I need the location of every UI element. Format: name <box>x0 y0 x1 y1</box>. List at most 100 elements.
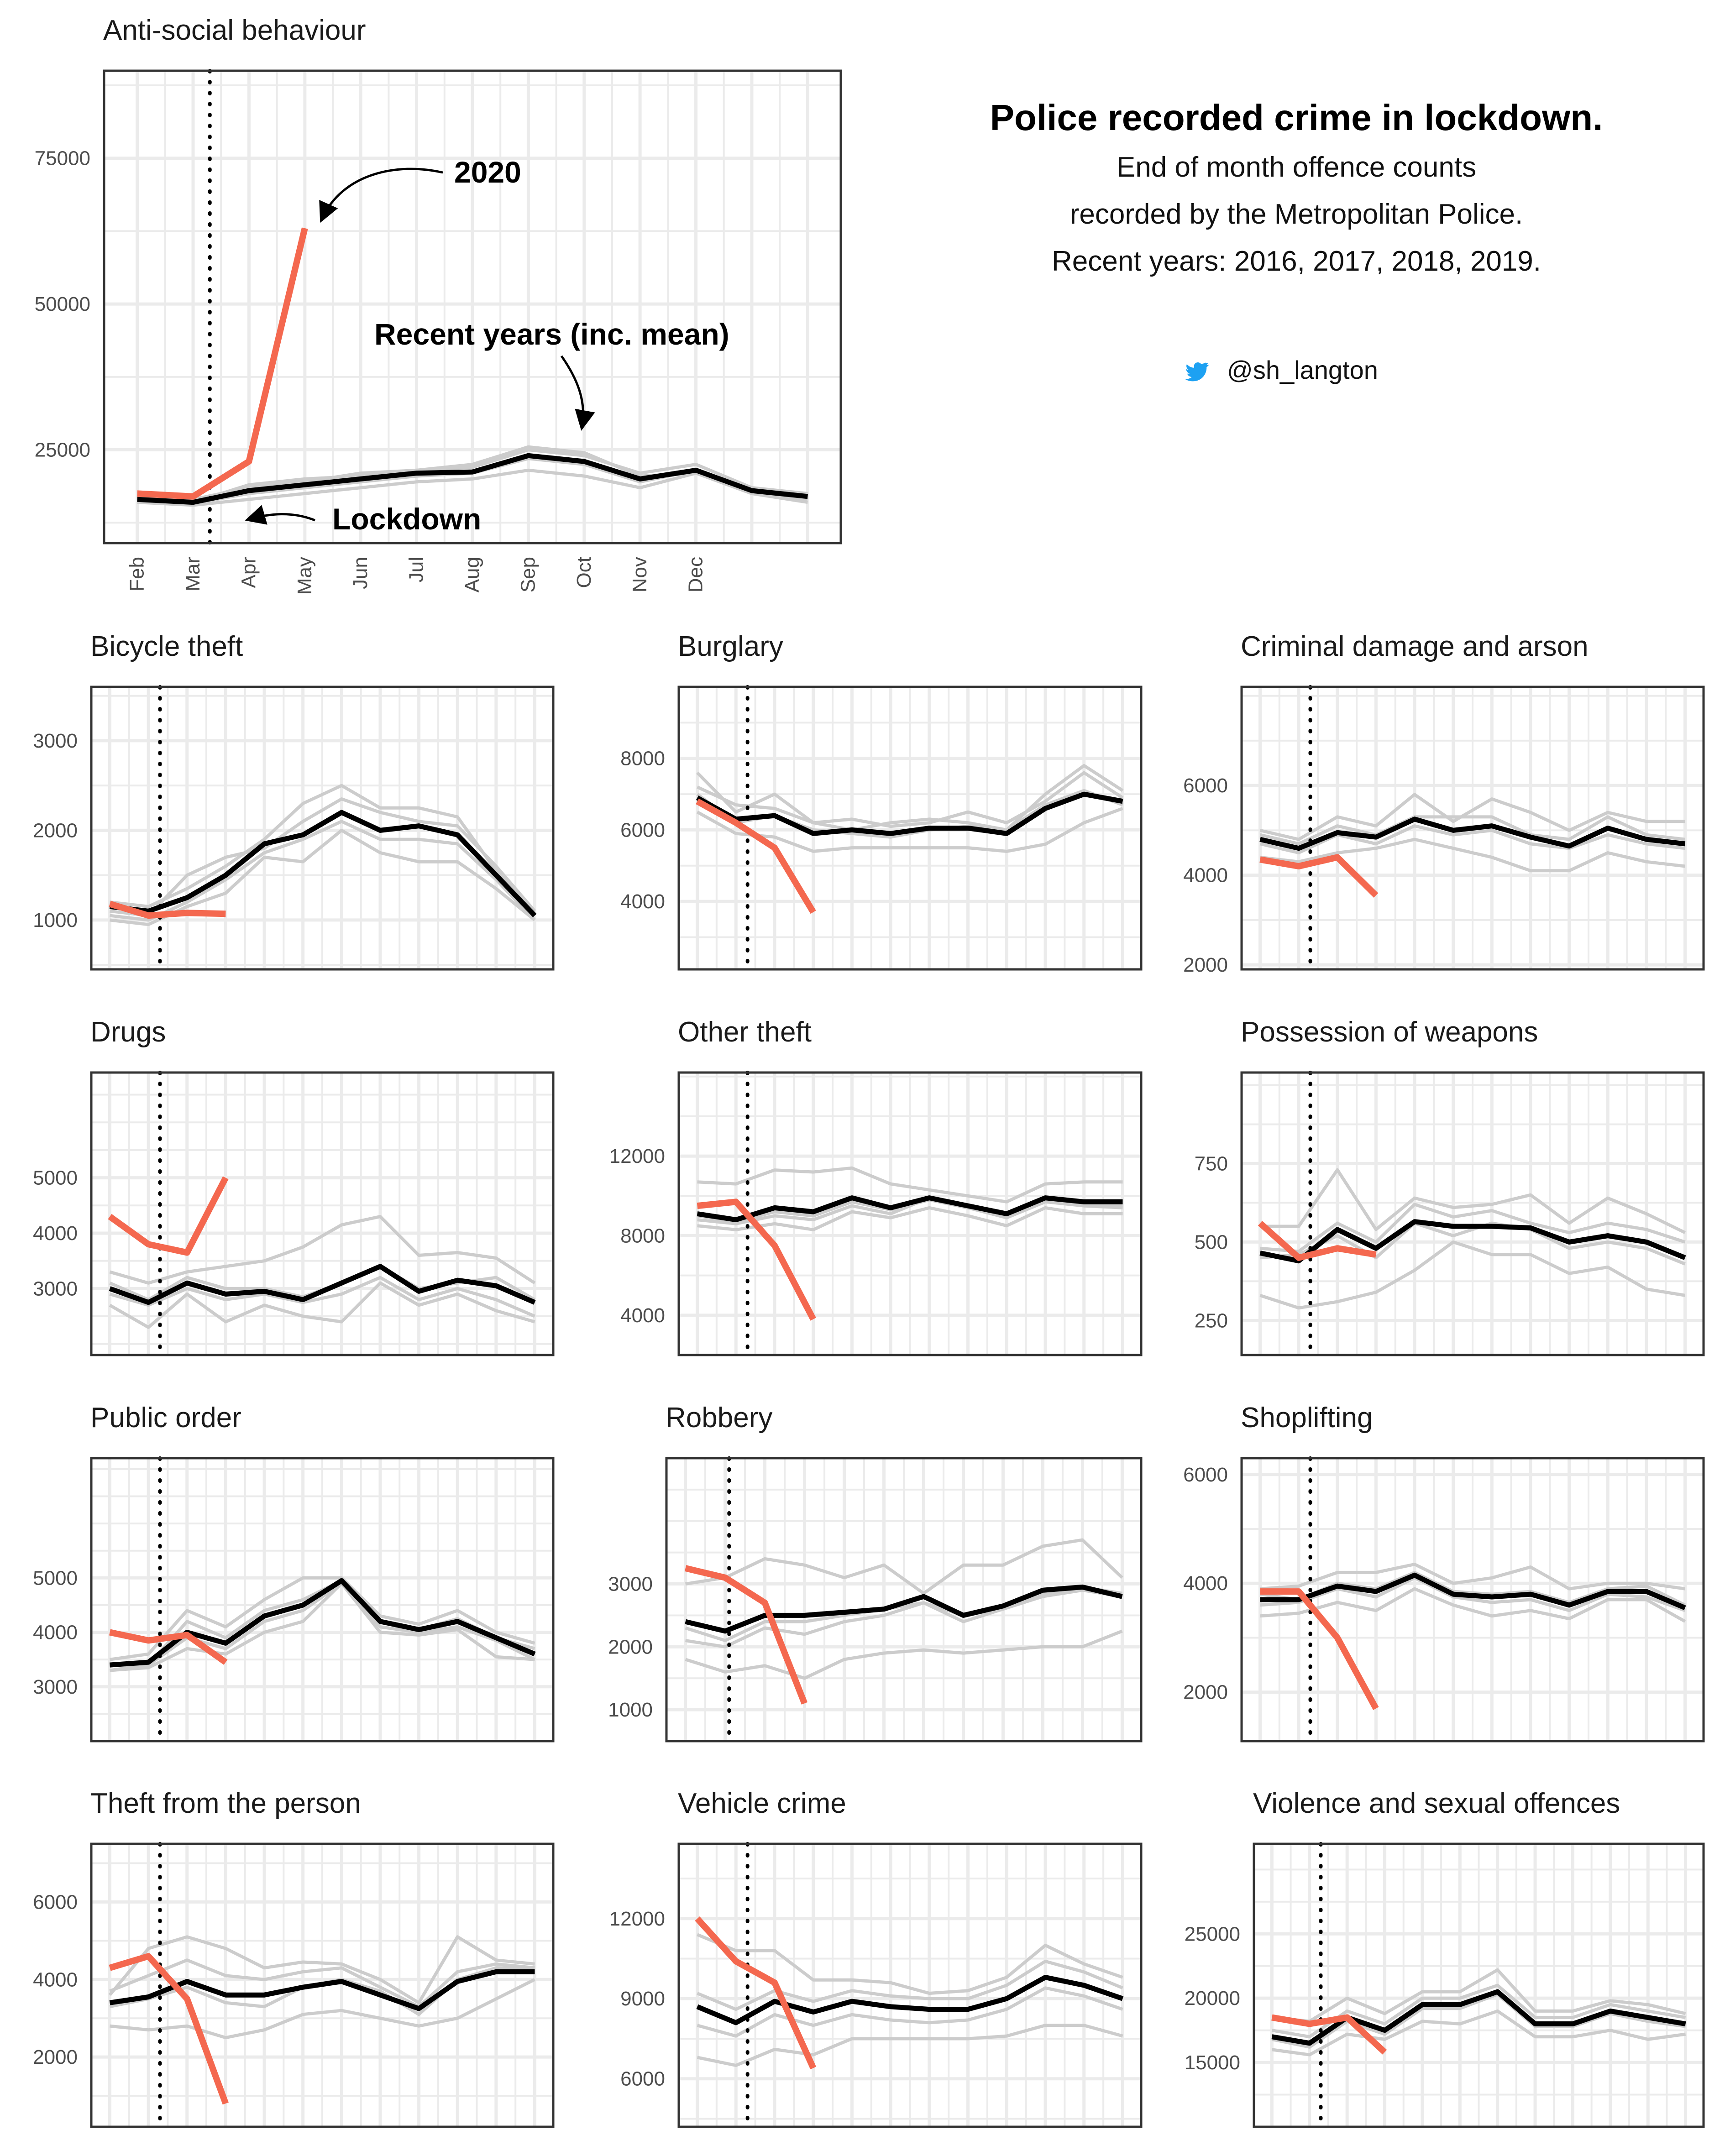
y-tick-label: 75000 <box>35 147 90 170</box>
y-tick-label: 15000 <box>1185 2051 1240 2074</box>
y-tick-label: 20000 <box>1185 1987 1240 2009</box>
y-tick-label: 6000 <box>33 1891 78 1913</box>
line-2020 <box>1258 1220 1377 1261</box>
recent-year-line <box>137 445 808 504</box>
line-2020 <box>695 1916 817 2070</box>
y-tick-label: 25000 <box>1185 1923 1240 1945</box>
panel-title: Drugs <box>90 1016 166 1048</box>
mean-line <box>1260 1572 1686 1610</box>
panel-criminal-damage-and-arson: Criminal damage and arson 2000 4000 6000 <box>1183 631 1705 976</box>
twitter-handle: @sh_langton <box>1227 356 1378 384</box>
line-2020 <box>1260 1588 1379 1710</box>
panel-vehicle-crime: Vehicle crime 6000 9000 12000 <box>609 1788 1143 2129</box>
recent-year-line <box>110 820 536 922</box>
annotation-lockdown: Lockdown <box>332 502 481 536</box>
x-tick-label: Apr <box>237 557 260 588</box>
x-tick-label: Jun <box>349 557 372 589</box>
x-tick-label: Nov <box>629 557 651 592</box>
recent-year-line <box>1272 1968 1686 2023</box>
line-2020 <box>108 1176 229 1256</box>
x-tick-label: Feb <box>126 557 148 591</box>
y-tick-label: 8000 <box>620 1225 665 1247</box>
y-tick-label: 2000 <box>33 819 78 842</box>
panel-border <box>677 686 1143 971</box>
y-tick-label: 4000 <box>1183 864 1228 887</box>
recent-year-line <box>697 1933 1123 1995</box>
mean-line <box>696 791 1123 836</box>
panel-other-theft: Other theft 4000 8000 12000 <box>609 1016 1143 1357</box>
recent-year-line <box>1260 837 1685 873</box>
panel-title: Public order <box>90 1402 241 1434</box>
panel-theft-from-the-person: Theft from the person 2000 4000 6000 <box>33 1788 555 2129</box>
panel-border <box>1253 1842 1705 2128</box>
y-tick-label: 12000 <box>609 1908 665 1930</box>
panel-border <box>90 1071 555 1356</box>
panel-title: Anti-social behaviour <box>103 15 366 46</box>
mean-line <box>1259 816 1686 851</box>
gridlines <box>1254 1844 1704 2128</box>
line-2020 <box>109 1953 229 2105</box>
panel-shoplifting: Shoplifting 2000 4000 6000 <box>1183 1402 1705 1743</box>
y-tick-label: 2000 <box>1183 954 1228 976</box>
line-2020 <box>1259 854 1379 898</box>
y-tick-label: 2000 <box>608 1636 653 1658</box>
panel-border <box>1240 1071 1705 1356</box>
gridlines <box>91 1073 553 1355</box>
mean-line <box>697 1195 1123 1223</box>
panel-title: Criminal damage and arson <box>1241 631 1589 662</box>
gridlines <box>91 1458 553 1742</box>
panel-drugs: Drugs 3000 4000 5000 <box>33 1016 555 1357</box>
y-tick-label: 3000 <box>33 1676 78 1698</box>
recent-year-line <box>697 771 1124 828</box>
y-tick-label: 4000 <box>33 1222 78 1245</box>
recent-year-line <box>1260 1587 1686 1623</box>
recent-year-line <box>109 1281 535 1329</box>
panel-border <box>665 1457 1143 1743</box>
y-tick-label: 4000 <box>33 1968 78 1991</box>
panel-border <box>677 1071 1143 1356</box>
recent-year-line <box>108 1935 535 2004</box>
arrow-recent-years <box>560 355 595 431</box>
y-tick-label: 50000 <box>35 293 90 315</box>
y-tick-label: 6000 <box>1183 774 1228 797</box>
recent-year-line <box>1260 1221 1686 1266</box>
panel-possession-of-weapons: Possession of weapons 250 500 750 <box>1195 1016 1705 1357</box>
recent-year-line <box>1260 1563 1685 1591</box>
recent-year-line <box>1259 1240 1686 1310</box>
panel-border <box>1240 686 1705 971</box>
gridlines <box>91 687 553 969</box>
y-tick-label: 4000 <box>620 890 665 913</box>
y-tick-label: 2000 <box>1183 1681 1228 1704</box>
recent-year-line <box>685 1588 1122 1648</box>
recent-year-line <box>1271 2009 1686 2057</box>
mean-line <box>137 453 808 505</box>
gridlines <box>91 1844 553 2127</box>
recent-year-line <box>697 1206 1123 1231</box>
panel-border <box>677 1842 1143 2128</box>
panel-bicycle-theft: Bicycle theft 1000 2000 3000 <box>33 631 555 971</box>
annotation-recent-years: Recent years (inc. mean) <box>374 317 729 351</box>
y-tick-label: 4000 <box>1183 1572 1228 1595</box>
recent-year-line <box>697 2024 1123 2067</box>
x-tick-label: Sep <box>517 557 539 592</box>
line-2020 <box>1271 2014 1387 2055</box>
figure-subtitle-line-1: End of month offence counts <box>1117 152 1476 183</box>
recent-year-line <box>697 1166 1123 1204</box>
recent-year-line <box>110 1576 535 1661</box>
recent-year-line <box>697 1986 1123 2038</box>
figure-subtitle-line-3: Recent years: 2016, 2017, 2018, 2019. <box>1052 246 1541 277</box>
panel-title: Possession of weapons <box>1241 1016 1538 1048</box>
recent-year-line <box>1259 815 1685 846</box>
y-tick-label: 4000 <box>620 1304 665 1327</box>
gridlines <box>1242 1458 1704 1741</box>
recent-year-line <box>110 1581 535 1672</box>
mean-line <box>109 1264 536 1305</box>
panel-title: Other theft <box>678 1016 812 1048</box>
gridlines <box>1242 687 1704 969</box>
x-tick-label: Dec <box>685 557 707 592</box>
recent-year-line <box>109 1958 535 2009</box>
twitter-bird-icon <box>1185 362 1210 382</box>
recent-year-line <box>110 797 536 917</box>
panel-anti-social-behaviour: Anti-social behaviour 25000 50000 75000 Feb M… <box>35 15 842 595</box>
